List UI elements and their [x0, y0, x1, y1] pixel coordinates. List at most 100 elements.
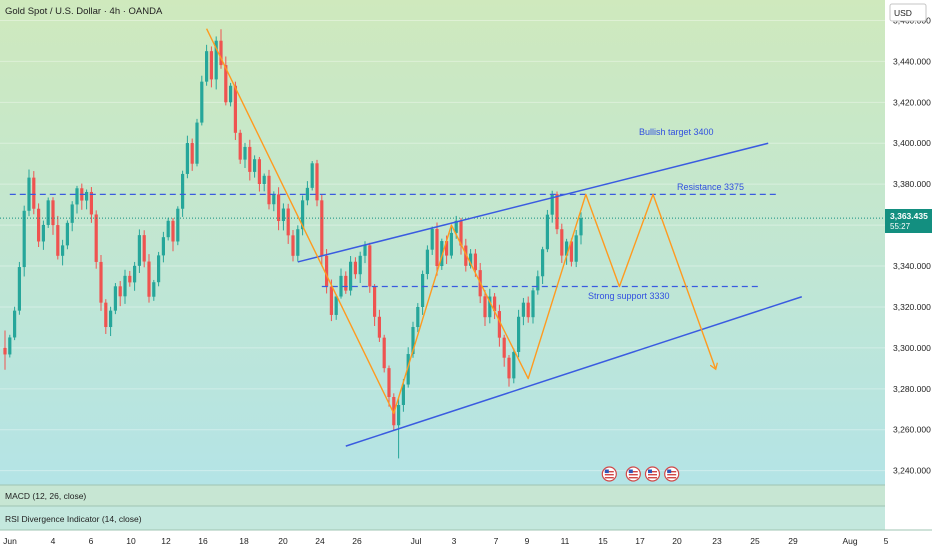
candle-body — [65, 222, 69, 246]
price-tick-label: 3,400.000 — [893, 138, 931, 148]
time-tick-label: 20 — [278, 536, 288, 546]
candle-body — [497, 311, 501, 338]
candle-body — [152, 282, 156, 297]
candle-body — [171, 220, 175, 242]
candle-body — [493, 296, 497, 312]
candle-body — [541, 249, 545, 277]
us-flag-event-icon[interactable] — [664, 466, 680, 482]
candle-body — [397, 404, 401, 426]
candle-body — [161, 237, 165, 256]
price-tick-label: 3,280.000 — [893, 384, 931, 394]
candle-body — [272, 194, 276, 205]
candle-body — [320, 200, 324, 256]
drawings-layer — [9, 28, 803, 447]
candle-body — [421, 274, 425, 307]
candle-body — [262, 175, 266, 184]
candle-body — [349, 261, 353, 291]
candles-layer — [0, 19, 885, 472]
price-tick-label: 3,240.000 — [893, 466, 931, 476]
price-tick-label: 3,340.000 — [893, 261, 931, 271]
us-flag-event-icon[interactable] — [601, 466, 617, 482]
time-tick-label: 29 — [788, 536, 798, 546]
time-tick-label: 23 — [712, 536, 722, 546]
us-flag-event-icon[interactable] — [625, 466, 641, 482]
current-price-value: 3,363.435 — [890, 211, 928, 221]
time-tick-label: 20 — [672, 536, 682, 546]
time-tick-label: 11 — [561, 536, 570, 546]
candle-body — [464, 245, 468, 266]
candle-body — [209, 51, 213, 80]
currency-button-label: USD — [894, 8, 912, 18]
candle-body — [142, 235, 146, 262]
candle-body — [113, 286, 117, 311]
candle-body — [3, 347, 7, 355]
time-tick-label: Jun — [3, 536, 17, 546]
candle-body — [147, 261, 151, 297]
candle-body — [13, 310, 17, 338]
candle-body — [22, 210, 26, 268]
candle-body — [181, 173, 185, 209]
macd-label[interactable]: MACD (12, 26, close) — [5, 491, 86, 501]
time-axis-background — [0, 530, 932, 550]
time-tick-label: Jul — [411, 536, 422, 546]
bar-countdown: 55:27 — [890, 222, 911, 231]
candle-body — [281, 208, 285, 222]
candle-body — [61, 245, 65, 256]
candle-body — [17, 267, 21, 311]
candle-body — [387, 368, 391, 398]
candle-body — [104, 302, 108, 328]
candle-body — [445, 241, 449, 256]
candle-body — [473, 253, 477, 271]
macd-pane[interactable] — [0, 485, 885, 506]
candle-body — [454, 220, 458, 233]
us-flag-event-icon[interactable] — [644, 466, 661, 482]
time-tick-label: 4 — [51, 536, 56, 546]
candle-body — [545, 214, 549, 250]
candle-body — [416, 306, 420, 328]
candle-body — [190, 143, 194, 164]
candle-body — [75, 188, 79, 205]
channel-lower-trend-line[interactable] — [345, 296, 803, 447]
time-tick-label: 25 — [750, 536, 760, 546]
candle-body — [157, 255, 161, 283]
price-tick-label: 3,320.000 — [893, 302, 931, 312]
candle-body — [344, 275, 348, 291]
candle-body — [219, 40, 223, 66]
candle-body — [526, 302, 530, 318]
candle-body — [229, 85, 233, 103]
candle-body — [440, 241, 444, 267]
time-axis[interactable]: Jun 4 6 10 12 16 18 20 24 26 Jul 3 7 9 11 15 17 20 23 25 29 A… — [3, 536, 888, 546]
rsi-label[interactable]: RSI Divergence Indicator (14, close) — [5, 514, 142, 524]
candle-body — [128, 275, 132, 283]
candle-body — [334, 296, 338, 315]
candle-body — [425, 249, 429, 275]
candle-body — [94, 214, 98, 262]
channel-upper-trend-line[interactable] — [297, 142, 769, 263]
candle-body — [56, 225, 60, 256]
candle-body — [536, 276, 540, 291]
candle-body — [329, 286, 333, 315]
candle-body — [85, 191, 89, 201]
time-tick-label: 18 — [239, 536, 249, 546]
candle-body — [99, 261, 103, 303]
candle-body — [137, 235, 141, 266]
candle-body — [430, 228, 434, 250]
candle-body — [382, 337, 386, 369]
candle-body — [37, 208, 41, 242]
candle-body — [27, 177, 31, 211]
rsi-pane[interactable] — [0, 506, 885, 530]
time-tick-label: 17 — [635, 536, 645, 546]
projection-path[interactable] — [205, 28, 716, 415]
price-tick-label: 3,300.000 — [893, 343, 931, 353]
symbol-title[interactable]: Gold Spot / U.S. Dollar · 4h · OANDA — [5, 6, 163, 17]
candle-body — [377, 316, 381, 338]
price-tick-label: 3,440.000 — [893, 56, 931, 66]
candle-body — [521, 302, 525, 317]
candle-body — [109, 310, 113, 328]
candle-body — [339, 275, 343, 297]
candle-body — [214, 40, 218, 80]
bullish-target-label: Bullish target 3400 — [639, 127, 714, 137]
candle-body — [569, 241, 573, 262]
currency-button[interactable]: USD — [889, 3, 927, 22]
